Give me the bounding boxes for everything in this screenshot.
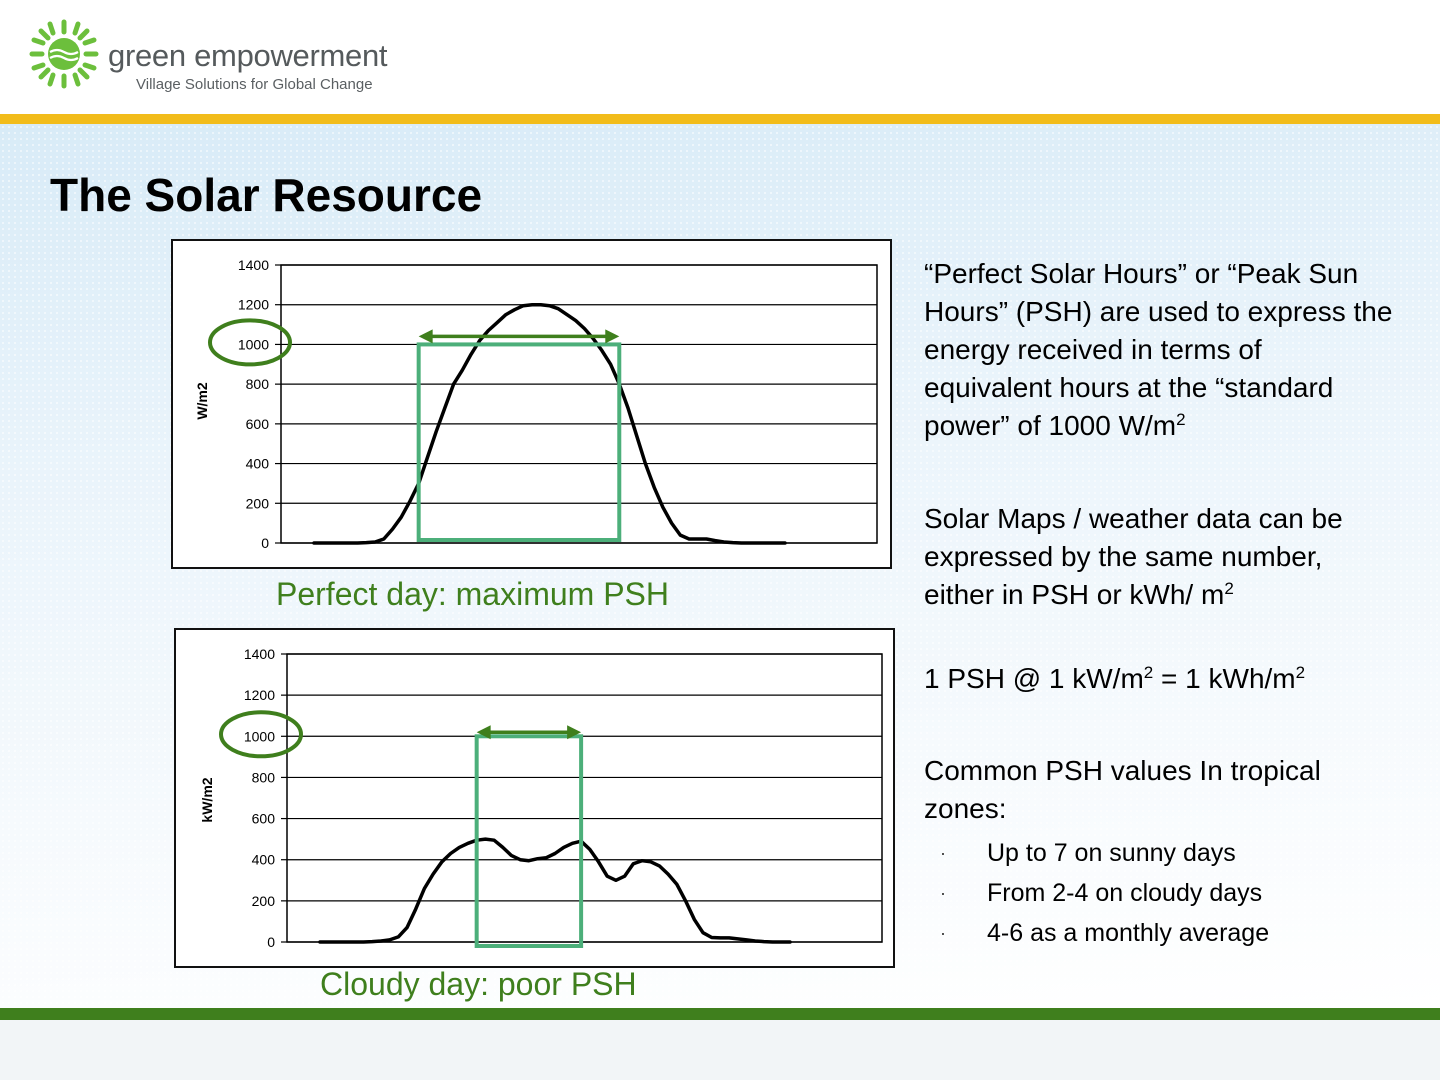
caption-perfect-day: Perfect day: maximum PSH [276,576,669,612]
list-item: · From 2-4 on cloudy days [940,876,1400,916]
chart-perfect-day: 0 200 400 600 800 1000 1200 1400 W/m2 [171,239,892,569]
chart-cloudy-day: 0 200 400 600 800 1000 1200 1400 kW/m2 [174,628,895,968]
y-tick-label: 800 [246,376,270,392]
superscript: 2 [1176,410,1186,429]
arrowhead-left-icon [476,725,491,740]
y-tick-label: 1400 [238,257,269,273]
footer-divider-bar [0,1008,1440,1020]
psh-definition-body: “Perfect Solar Hours” or “Peak Sun Hours… [924,258,1393,441]
list-item-text: Up to 7 on sunny days [987,839,1236,867]
caption-cloudy-day: Cloudy day: poor PSH [320,966,637,1002]
bullet-icon: · [940,843,946,863]
solar-maps-body: Solar Maps / weather data can be express… [924,503,1343,610]
y-tick-label: 1000 [238,336,269,352]
psh-values-list: · Up to 7 on sunny days · From 2-4 on clou… [940,836,1400,956]
plot-area [280,264,878,544]
sun-logo-icon [29,19,99,89]
psh-definition-text: “Perfect Solar Hours” or “Peak Sun Hours… [924,255,1394,445]
superscript: 2 [1224,579,1234,598]
page-title: The Solar Resource [50,169,483,221]
psh-equation-text: 1 PSH @ 1 kW/m2 = 1 kWh/m2 [924,660,1394,698]
arrowhead-left-icon [418,329,433,344]
chart-perfect-day-svg: 0 200 400 600 800 1000 1200 1400 W/m2 [194,257,878,551]
y-tick-label: 200 [246,495,270,511]
y-tick-label: 1200 [244,687,275,703]
list-item-text: 4-6 as a monthly average [987,919,1270,947]
header-divider-bar [0,114,1440,124]
y-axis-label: kW/m2 [199,777,215,822]
series-line [312,302,787,545]
y-tick-label: 800 [252,769,276,785]
psh-equation-lhs: 1 PSH @ 1 kW/m [924,663,1144,694]
psh-box [474,734,584,948]
y-tick-label: 0 [267,934,275,950]
y-tick-label: 400 [246,456,270,472]
brand-name: green empowerment [108,38,388,73]
superscript: 2 [1143,663,1154,682]
list-item: · 4-6 as a monthly average [940,916,1400,956]
psh-equation-rhs: = 1 kWh/m [1153,663,1296,694]
y-tick-label: 0 [261,535,269,551]
psh-box [416,342,622,542]
bullet-icon: · [940,883,946,903]
list-item: · Up to 7 on sunny days [940,836,1400,876]
y-tick-label: 1000 [244,728,275,744]
y-axis-label: W/m2 [194,382,210,420]
plot-area [286,653,883,943]
list-item-text: From 2-4 on cloudy days [987,879,1263,907]
brand-tagline: Village Solutions for Global Change [136,76,373,93]
y-tick-label: 1400 [244,646,275,662]
chart-cloudy-day-svg: 0 200 400 600 800 1000 1200 1400 kW/m2 [199,646,883,950]
y-tick-label: 400 [252,852,276,868]
arrowhead-right-icon [605,329,620,344]
y-tick-label: 1200 [238,297,269,313]
highlight-circle-1000 [219,710,303,759]
background-footer [0,1020,1440,1080]
superscript: 2 [1295,663,1306,682]
arrowhead-right-icon [567,725,582,740]
bullet-icon: · [940,923,946,943]
y-tick-label: 200 [252,893,276,909]
series-line [318,837,792,944]
y-tick-label: 600 [252,811,276,827]
highlight-circle-1000 [208,318,292,367]
solar-maps-text: Solar Maps / weather data can be express… [924,500,1394,614]
common-psh-heading: Common PSH values In tropical zones: [924,755,1321,824]
y-tick-label: 600 [246,416,270,432]
brand-logo: green empowerment Village Solutions for … [28,18,388,98]
